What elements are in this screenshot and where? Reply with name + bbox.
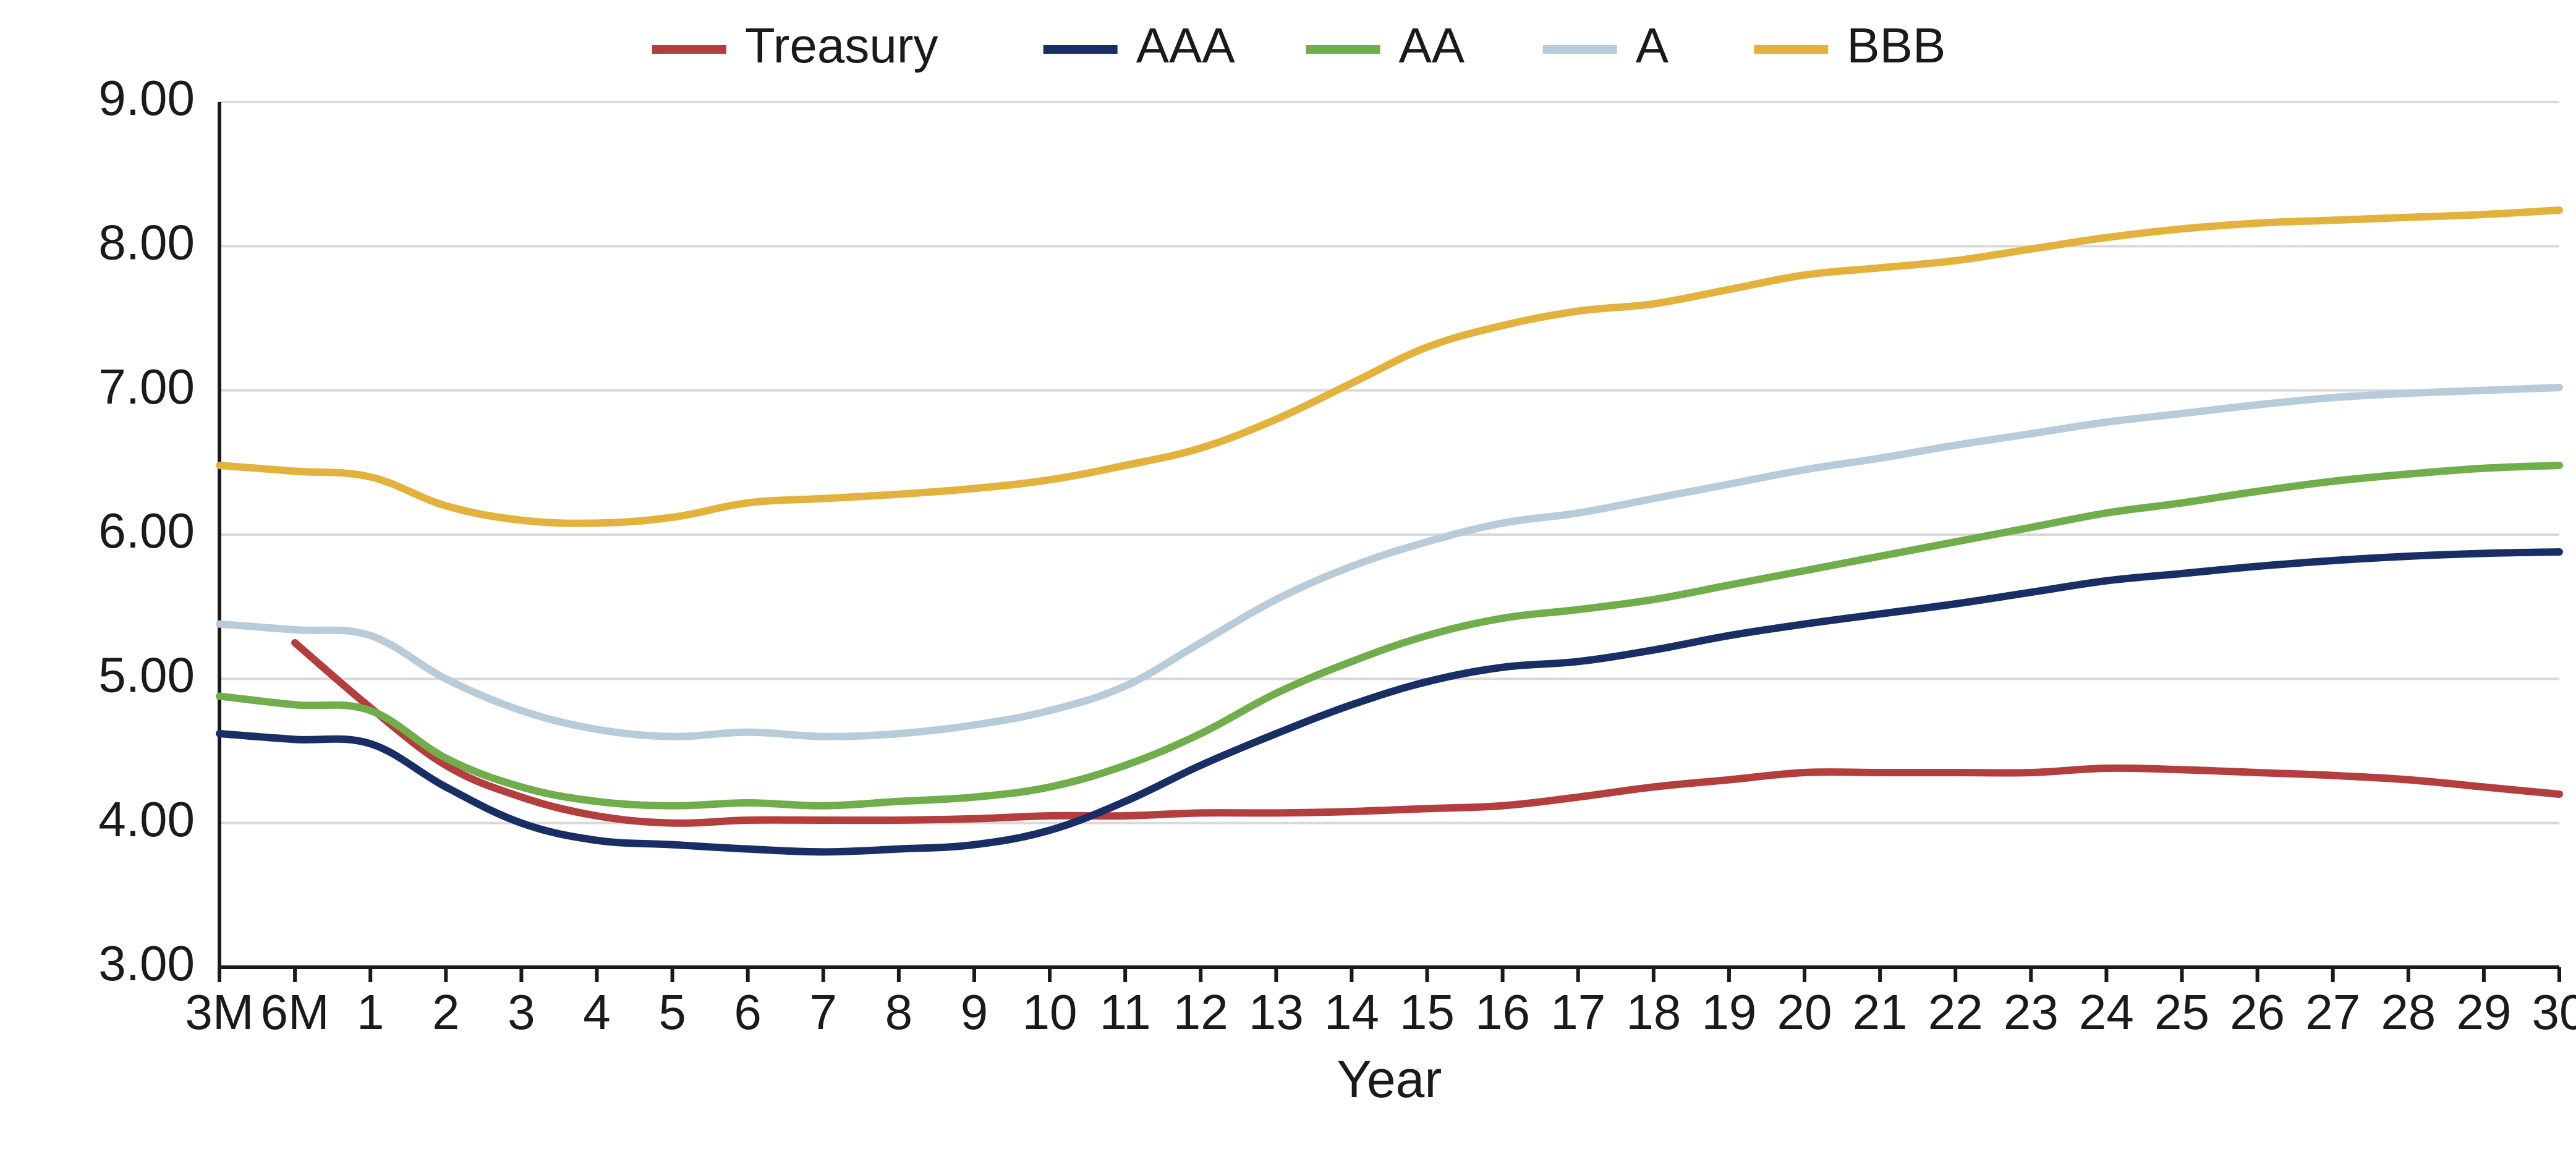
x-tick-label: 25 <box>2154 985 2209 1040</box>
x-tick-label: 23 <box>2004 985 2059 1040</box>
x-tick-label: 15 <box>1400 985 1455 1040</box>
y-tick-label: 9.00 <box>98 70 195 125</box>
yield-curve-chart: 3.004.005.006.007.008.009.003M6M12345678… <box>0 0 2576 1157</box>
x-tick-label: 22 <box>1928 985 1983 1040</box>
legend-label-bbb: BBB <box>1847 18 1945 73</box>
y-tick-label: 6.00 <box>98 503 195 558</box>
x-tick-label: 21 <box>1853 985 1908 1040</box>
x-tick-label: 3M <box>185 985 253 1040</box>
y-tick-label: 7.00 <box>98 359 195 414</box>
legend-label-treasury: Treasury <box>745 18 938 73</box>
x-axis-label: Year <box>1337 1050 1442 1108</box>
x-tick-label: 20 <box>1777 985 1832 1040</box>
y-tick-label: 8.00 <box>98 214 195 269</box>
y-tick-label: 4.00 <box>98 792 195 847</box>
x-tick-label: 2 <box>432 985 460 1040</box>
x-tick-label: 26 <box>2230 985 2285 1040</box>
x-tick-label: 10 <box>1022 985 1078 1040</box>
x-tick-label: 19 <box>1701 985 1756 1040</box>
chart-svg: 3.004.005.006.007.008.009.003M6M12345678… <box>0 0 2576 1157</box>
x-tick-label: 24 <box>2079 985 2134 1040</box>
x-tick-label: 4 <box>583 985 611 1040</box>
y-tick-label: 3.00 <box>98 936 195 991</box>
x-tick-label: 14 <box>1324 985 1379 1040</box>
x-tick-label: 5 <box>658 985 686 1040</box>
y-tick-label: 5.00 <box>98 647 195 702</box>
x-tick-label: 3 <box>508 985 535 1040</box>
legend-label-aaa: AAA <box>1136 18 1236 73</box>
x-tick-label: 11 <box>1100 985 1151 1040</box>
x-tick-label: 29 <box>2456 985 2511 1040</box>
x-tick-label: 12 <box>1173 985 1228 1040</box>
x-tick-label: 6 <box>734 985 762 1040</box>
legend-label-a: A <box>1636 18 1669 73</box>
x-tick-label: 27 <box>2305 985 2360 1040</box>
x-tick-label: 8 <box>885 985 913 1040</box>
x-tick-label: 28 <box>2381 985 2436 1040</box>
x-tick-label: 9 <box>961 985 988 1040</box>
x-tick-label: 18 <box>1626 985 1681 1040</box>
legend-label-aa: AA <box>1399 18 1465 73</box>
x-tick-label: 30 <box>2532 985 2576 1040</box>
x-tick-label: 13 <box>1249 985 1304 1040</box>
x-tick-label: 16 <box>1475 985 1530 1040</box>
x-tick-label: 6M <box>261 985 329 1040</box>
x-tick-label: 17 <box>1550 985 1605 1040</box>
x-tick-label: 7 <box>810 985 838 1040</box>
x-tick-label: 1 <box>357 985 385 1040</box>
